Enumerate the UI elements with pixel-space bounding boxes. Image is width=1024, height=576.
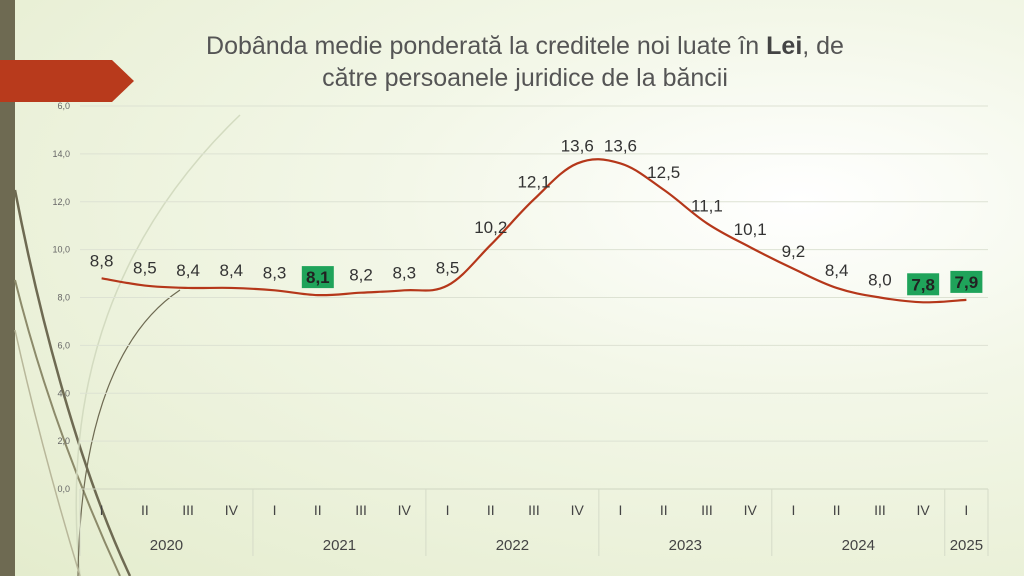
x-tick-label: III: [182, 502, 194, 518]
y-tick-label: 6,0: [57, 340, 70, 350]
y-axis-ticks: 0,0 2,0 4,0 6,0 8,0 10,0 12,0 14,0 6,0: [52, 101, 70, 494]
x-tick-label: II: [487, 502, 495, 518]
decorative-curve: [13, 189, 132, 576]
x-tick-label: I: [273, 502, 277, 518]
data-label: 12,5: [647, 163, 680, 182]
x-tick-label: III: [701, 502, 713, 518]
x-tick-label: IV: [744, 502, 758, 518]
data-label: 8,3: [263, 263, 287, 282]
x-tick-label: II: [141, 502, 149, 518]
y-tick-label: 4,0: [57, 388, 70, 398]
title-text-end: , de: [802, 32, 844, 60]
data-label: 8,3: [392, 263, 416, 282]
x-tick-label: IV: [225, 502, 239, 518]
year-label: 2023: [669, 537, 702, 554]
x-tick-label: I: [964, 502, 968, 518]
decorative-arrow: [0, 60, 134, 102]
year-label: 2020: [150, 537, 183, 554]
data-label: 13,6: [604, 136, 637, 155]
x-axis: I II III IV I II III IV I II III IV I II III IV I II III IV…: [79, 488, 989, 556]
y-tick-label: 2,0: [57, 436, 70, 446]
y-tick-label: 6,0: [57, 101, 70, 111]
series-line: [101, 158, 967, 304]
data-label-highlight: [950, 270, 983, 293]
x-tick-label: IV: [398, 502, 412, 518]
x-tick-label: II: [314, 502, 322, 518]
data-label: 9,2: [782, 242, 806, 261]
decorative-curve: [77, 289, 181, 576]
title-text-start: Dobânda medie ponderată la creditele noi…: [206, 32, 767, 60]
y-tick-label: 14,0: [52, 149, 70, 159]
x-tick-label: IV: [917, 502, 931, 518]
y-tick-label: 10,0: [52, 245, 70, 255]
data-label: 11,1: [691, 196, 723, 215]
decorative-curve: [14, 279, 121, 576]
data-label: 8,5: [133, 259, 157, 278]
x-tick-label: III: [355, 502, 367, 518]
grid-lines: [80, 105, 988, 442]
x-tick-label: III: [874, 502, 886, 518]
year-label: 2024: [842, 537, 875, 554]
x-tick-label: III: [528, 502, 540, 518]
data-label: 7,9: [955, 273, 979, 292]
y-tick-label: 0,0: [57, 484, 70, 494]
data-label: 8,8: [90, 251, 114, 270]
x-tick-label: II: [660, 502, 668, 518]
data-label: 8,1: [306, 268, 330, 287]
left-decorative-bar: [0, 0, 15, 576]
decorative-curves: [13, 114, 241, 576]
data-label-highlight: [907, 273, 940, 296]
year-label: 2022: [496, 537, 529, 554]
decorative-curve: [14, 329, 81, 576]
data-label: 8,5: [436, 259, 460, 278]
x-tick-label: IV: [571, 502, 585, 518]
title-bold-word: Lei: [766, 32, 803, 60]
chart-title: Dobânda medie ponderată la creditele noi…: [130, 30, 920, 94]
data-label: 10,2: [474, 218, 507, 237]
y-tick-label: 8,0: [57, 293, 70, 303]
data-label: 7,8: [911, 275, 935, 294]
data-label: 10,1: [734, 220, 767, 239]
data-labels: 8,8 8,5 8,4 8,4 8,3 8,1 8,2 8,3 8,5 10,2 12,1 13,6 1…: [90, 136, 983, 296]
x-tick-label: I: [791, 502, 795, 518]
decorative-curve: [75, 114, 241, 576]
y-tick-label: 12,0: [52, 197, 70, 207]
data-label: 12,1: [517, 172, 550, 191]
data-label: 13,6: [561, 136, 594, 155]
x-tick-label: I: [446, 502, 450, 518]
year-label: 2025: [950, 537, 983, 554]
data-label: 8,4: [220, 261, 244, 280]
data-label-highlight: [301, 266, 334, 289]
title-line-2: către persoanele juridice de la băncii: [322, 64, 728, 92]
year-label: 2021: [323, 537, 356, 554]
data-label: 8,4: [825, 261, 849, 280]
data-label: 8,4: [176, 261, 200, 280]
data-series: [101, 158, 967, 304]
data-label: 8,2: [349, 266, 373, 285]
data-label: 8,0: [868, 271, 892, 290]
x-tick-label: II: [833, 502, 841, 518]
x-tick-label: I: [619, 502, 623, 518]
x-tick-label: I: [100, 502, 104, 518]
